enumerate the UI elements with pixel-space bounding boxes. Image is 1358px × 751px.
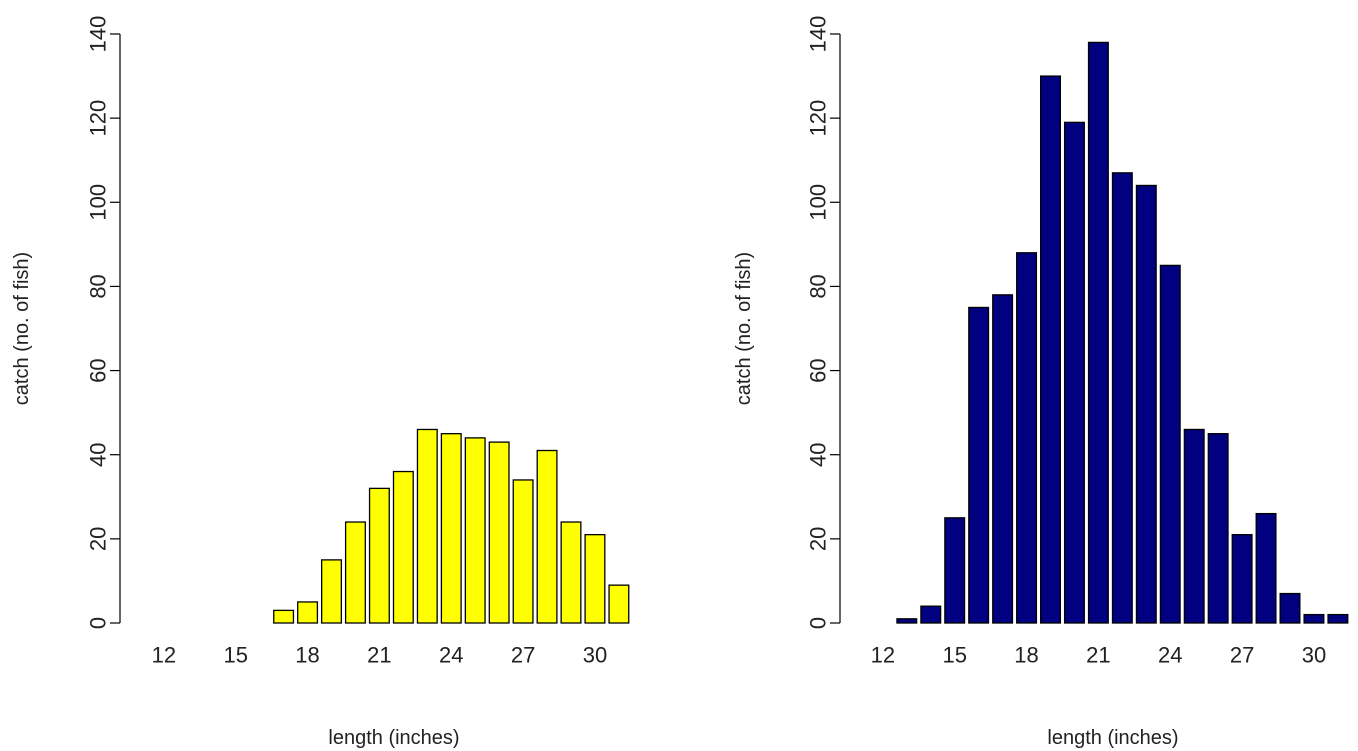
x-tick-label: 15	[223, 643, 247, 668]
x-tick-label: 12	[871, 643, 895, 668]
bar-28	[1255, 512, 1277, 624]
x-tick-label: 18	[295, 643, 319, 668]
right-bar-chart: 0 20 40 60 80 100 120 140 12 15 18 21 24 27 30 length (…	[733, 16, 1349, 749]
left-bar-chart: 0 20 40 60 80 100 120 140 12 15 18 21 24 27 30 length (…	[11, 16, 630, 749]
bar-24	[440, 433, 462, 624]
bar-30	[584, 534, 606, 624]
x-axis-label: length (inches)	[1047, 727, 1178, 749]
bar-22	[1111, 172, 1133, 624]
x-tick-label: 24	[439, 643, 463, 668]
x-tick-label: 12	[152, 643, 176, 668]
bar-20	[344, 521, 366, 624]
y-tick-label: 100	[806, 184, 831, 221]
bar-27	[1231, 534, 1253, 624]
bar-21	[368, 487, 390, 624]
y-tick-label: 100	[86, 184, 111, 221]
bar-17	[992, 294, 1014, 624]
y-tick-label: 120	[86, 100, 111, 137]
bar-30	[1303, 613, 1325, 624]
y-tick-label: 20	[806, 527, 831, 551]
y-tick-label: 0	[806, 617, 831, 629]
x-tick-label: 24	[1158, 643, 1182, 668]
y-tick-label: 40	[806, 442, 831, 466]
y-tick-label: 80	[806, 274, 831, 298]
x-tick-label: 30	[1302, 643, 1326, 668]
bar-20	[1063, 121, 1085, 624]
bar-27	[512, 479, 534, 624]
bar-18	[1016, 252, 1038, 624]
x-tick-label: 18	[1014, 643, 1038, 668]
bar-18	[297, 601, 319, 624]
bar-29	[560, 521, 582, 624]
x-tick-label: 21	[1086, 643, 1110, 668]
x-axis-label: length (inches)	[328, 727, 459, 749]
bar-28	[536, 449, 558, 624]
y-tick-label: 60	[806, 358, 831, 382]
y-tick-label: 60	[86, 358, 111, 382]
bar-24	[1159, 264, 1181, 624]
y-tick-label: 20	[86, 527, 111, 551]
bar-25	[464, 437, 486, 624]
y-tick-label: 120	[806, 100, 831, 137]
bar-17	[273, 609, 295, 624]
bar-23	[416, 428, 438, 624]
y-tick-label: 80	[86, 274, 111, 298]
bar-29	[1279, 592, 1301, 624]
x-tick-label: 21	[367, 643, 391, 668]
y-axis-label: catch (no. of fish)	[11, 252, 33, 405]
y-tick-label: 40	[86, 442, 111, 466]
y-tick-label: 0	[86, 617, 111, 629]
x-tick-label: 27	[511, 643, 535, 668]
bar-19	[320, 559, 342, 624]
bar-15	[944, 517, 966, 624]
x-tick-label: 27	[1230, 643, 1254, 668]
bar-26	[488, 441, 510, 624]
bar-16	[968, 306, 990, 624]
y-axis-label: catch (no. of fish)	[733, 252, 755, 405]
bar-23	[1135, 184, 1157, 624]
bar-19	[1040, 75, 1062, 624]
bar-31	[1327, 613, 1349, 624]
y-tick-label: 140	[806, 16, 831, 53]
bar-14	[920, 605, 942, 624]
bar-31	[608, 584, 630, 624]
bar-26	[1207, 433, 1229, 624]
y-tick-label: 140	[86, 16, 111, 53]
bar-25	[1183, 428, 1205, 624]
x-tick-label: 15	[942, 643, 966, 668]
x-tick-label: 30	[583, 643, 607, 668]
bar-22	[392, 470, 414, 624]
bar-21	[1087, 41, 1109, 624]
bar-13	[896, 618, 918, 624]
